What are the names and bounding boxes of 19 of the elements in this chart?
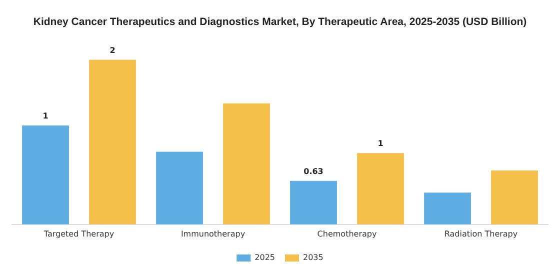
- data-label: 1: [378, 139, 384, 148]
- bar: [89, 60, 136, 224]
- data-label: 1: [42, 112, 49, 121]
- x-tick-label: Radiation Therapy: [444, 229, 518, 238]
- bar: [223, 103, 270, 224]
- data-label: 0.63: [304, 166, 324, 176]
- bar: [357, 153, 404, 224]
- data-label: 2: [110, 46, 116, 55]
- legend-label: 2035: [303, 253, 324, 262]
- legend-label: 2025: [254, 253, 275, 262]
- x-tick-label: Chemotherapy: [317, 229, 377, 238]
- x-tick-label: Immunotherapy: [180, 229, 246, 238]
- bar: [156, 152, 203, 224]
- bar: [491, 170, 538, 224]
- chart-title: Kidney Cancer Therapeutics and Diagnostics Market, By Therapeutic Area, 2025-2035 (USD Billion): [33, 16, 527, 28]
- bar: [22, 125, 69, 224]
- bar: [290, 180, 337, 224]
- x-tick-label: Targeted Therapy: [42, 229, 114, 238]
- bar: [424, 192, 471, 224]
